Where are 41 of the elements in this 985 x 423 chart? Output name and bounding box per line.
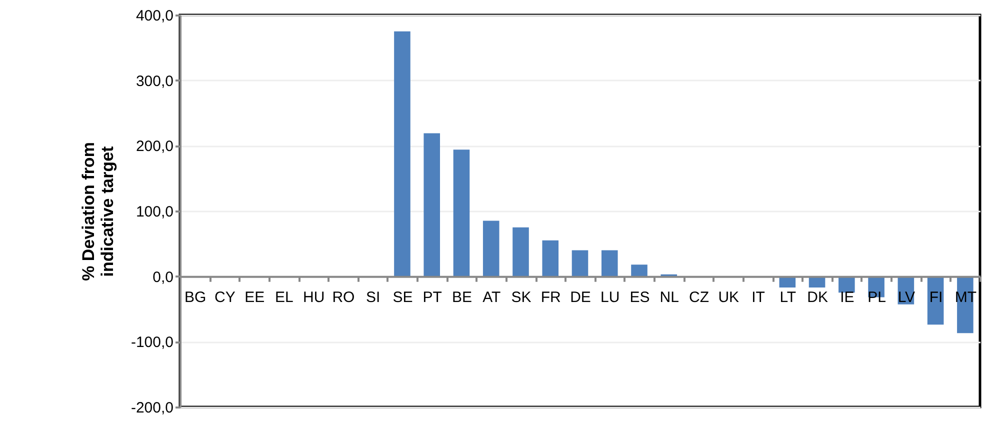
x-tick-label: EL — [275, 288, 294, 306]
bar — [512, 227, 529, 276]
x-tick-label: RO — [332, 288, 355, 306]
x-tick-label: IT — [752, 288, 765, 306]
bar — [542, 240, 559, 276]
y-tick-label: -100,0 — [130, 334, 174, 352]
x-tick-label: BG — [184, 288, 206, 306]
bar — [424, 133, 440, 276]
x-tick-label: CY — [214, 288, 236, 306]
x-tick-label: PT — [422, 288, 442, 306]
x-tick-label: AT — [482, 288, 501, 306]
x-tick-label: FR — [540, 288, 562, 306]
x-tick-label: LT — [780, 288, 796, 306]
x-tick-label: IE — [840, 288, 854, 306]
x-tick-label: BE — [452, 288, 472, 306]
x-tick-label: DE — [570, 288, 591, 306]
y-axis-title: % Deviation from indicative target — [78, 142, 117, 281]
x-tick-label: EE — [244, 288, 265, 306]
x-tick-label: NL — [660, 288, 679, 306]
y-tick-label: 100,0 — [136, 204, 174, 220]
y-tick-label: -200,0 — [130, 400, 174, 416]
bar — [482, 220, 500, 276]
x-tick-label: HU — [302, 288, 325, 306]
x-tick-label: FI — [929, 288, 943, 306]
bar — [453, 150, 470, 276]
y-tick-label: 0,0 — [152, 268, 174, 286]
y-tick-label: 300,0 — [136, 72, 174, 90]
bar — [572, 250, 588, 276]
bar — [394, 31, 410, 276]
y-tick-label: 200,0 — [136, 138, 174, 156]
bar — [631, 264, 648, 276]
bar — [601, 250, 618, 276]
x-tick-label: SI — [366, 288, 380, 306]
x-tick-label: DK — [807, 288, 828, 306]
x-tick-label: LU — [600, 288, 620, 306]
y-tick-label: 400,0 — [136, 8, 174, 24]
x-tick-label: CZ — [689, 288, 710, 306]
x-tick-label: SK — [511, 288, 532, 306]
x-tick-label: SE — [392, 288, 413, 306]
x-tick-label: ES — [630, 288, 650, 306]
x-tick-label: UK — [718, 288, 740, 306]
